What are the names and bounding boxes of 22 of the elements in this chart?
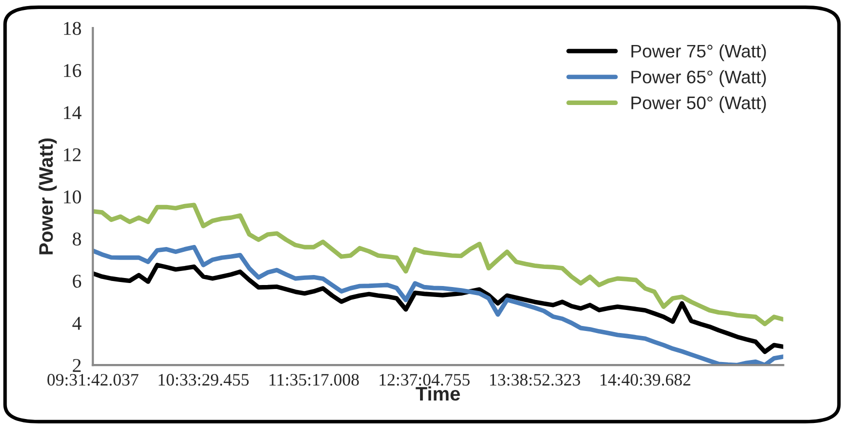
y-axis-title: Power (Watt) (38, 138, 57, 254)
x-tick-label: 13:38:52.323 (490, 374, 580, 386)
y-tick-label: 6 (72, 274, 82, 288)
y-tick-label: 18 (64, 22, 81, 35)
y-tick-label: 2 (72, 358, 81, 372)
y-tick-label: 14 (64, 106, 82, 120)
y-tick-label: 10 (64, 190, 81, 204)
legend-label: Power 65° (Watt) (631, 70, 766, 87)
line-series (92, 202, 784, 326)
x-tick-label: 12:37:04.755 (380, 374, 470, 386)
legend-label: Power 75° (Watt) (631, 44, 766, 62)
y-tick-label: 16 (64, 64, 82, 78)
x-tick-label: 09:31:42.037 (47, 374, 138, 386)
legend-label: Power 50° (Watt) (631, 96, 766, 113)
x-tick-label: 11:35:17.008 (270, 374, 359, 386)
y-tick-label: 12 (64, 148, 81, 162)
y-tick-label: 4 (72, 316, 82, 330)
y-tick-label: 8 (72, 232, 81, 246)
x-axis-title: Time (416, 386, 460, 401)
x-tick-label: 14:40:39.682 (600, 374, 690, 386)
x-tick-label: 10:33:29.455 (158, 374, 249, 386)
line-series (92, 262, 784, 354)
